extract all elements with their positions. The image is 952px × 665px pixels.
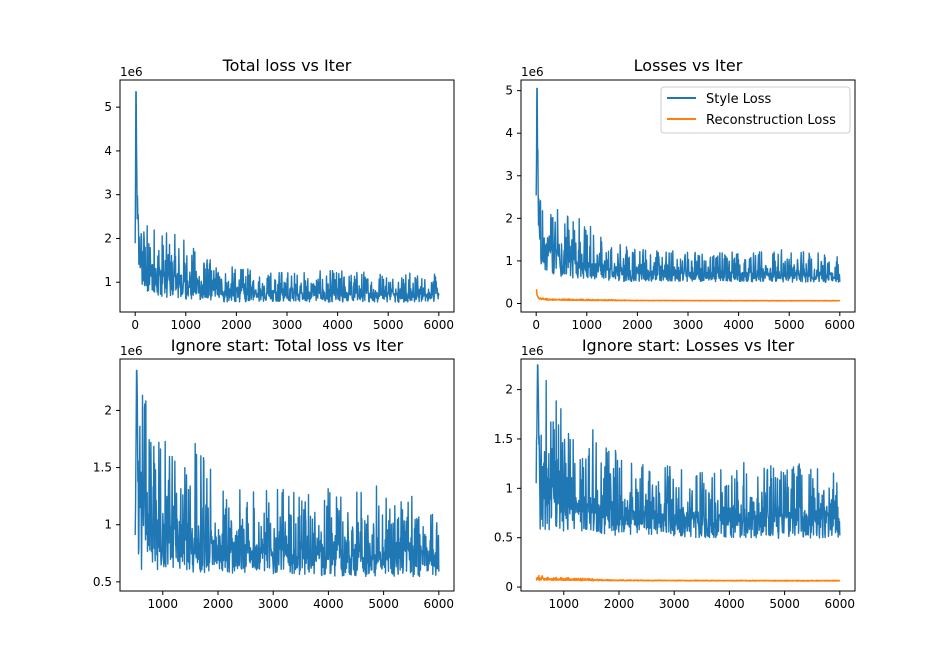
axes-frame	[119, 358, 455, 592]
series-group	[134, 369, 440, 578]
x-tick-label: 3000	[272, 318, 303, 332]
subplot-title: Losses vs Iter	[634, 56, 743, 75]
x-tick-label: 3000	[258, 597, 289, 611]
y-tick-label: 1	[104, 518, 112, 532]
legend-label-style-loss: Style Loss	[706, 92, 772, 107]
x-tick-label: 5000	[368, 597, 399, 611]
legend-label-reconstruction-loss: Reconstruction Loss	[706, 113, 836, 128]
y-tick-label: 4	[104, 144, 112, 158]
subplot-ignore-start-total-loss: Ignore start: Total loss vs Iter 1e6 100…	[93, 336, 455, 611]
y-tick-label: 5	[104, 100, 112, 114]
legend-box	[660, 86, 851, 134]
subplot-title: Ignore start: Total loss vs Iter	[171, 336, 404, 355]
x-tick-label: 0	[532, 318, 540, 332]
x-tick-label: 4000	[714, 597, 745, 611]
series-group	[134, 91, 440, 304]
series-line-total-loss	[134, 369, 440, 578]
series-group	[535, 87, 841, 302]
y-offset-label: 1e6	[521, 344, 544, 358]
y-tick-label: 1.5	[494, 432, 513, 446]
y-tick-label: 5	[505, 84, 513, 98]
subplot-total-loss: Total loss vs Iter 1e6 0 1000 2000 3000 4000…	[104, 56, 455, 332]
y-tick-label: 3	[104, 188, 112, 202]
plot-area: 0 1000 2000 3000 4000 5000 6000 1 2 3 4 5	[104, 91, 455, 332]
x-tick-label: 3000	[659, 597, 690, 611]
x-tick-label: 1000	[549, 597, 580, 611]
x-tick-label: 5000	[769, 597, 800, 611]
x-tick-label: 2000	[604, 597, 635, 611]
y-tick-label: 2	[104, 231, 112, 245]
plot-area: 0 1000 2000 3000 4000 5000 6000 0 1 2 3 4 5	[505, 84, 855, 332]
series-group	[535, 364, 841, 582]
x-tick-label: 4000	[723, 318, 754, 332]
x-tick-label: 3000	[673, 318, 704, 332]
y-tick-label: 1	[505, 481, 513, 495]
series-line-total-loss	[134, 91, 440, 304]
x-tick-label: 2000	[203, 597, 234, 611]
x-tick-label: 5000	[373, 318, 404, 332]
x-tick-label: 6000	[424, 318, 455, 332]
subplot-title: Ignore start: Losses vs Iter	[582, 336, 795, 355]
plot-area: 1000 2000 3000 4000 5000 6000 0.5 1 1.5 2	[93, 369, 455, 611]
series-line-style-loss	[535, 364, 841, 539]
series-line-reconstruction-loss	[535, 289, 841, 302]
series-line-style-loss	[535, 87, 841, 284]
x-tick-label: 4000	[313, 597, 344, 611]
y-tick-label: 0	[505, 580, 513, 594]
axes-frame	[520, 79, 856, 313]
y-offset-label: 1e6	[120, 65, 143, 79]
x-tick-label: 6000	[424, 597, 455, 611]
series-line-reconstruction-loss	[535, 574, 841, 582]
subplot-title: Total loss vs Iter	[222, 56, 352, 75]
x-tick-label: 1000	[148, 597, 179, 611]
y-tick-label: 1	[505, 254, 513, 268]
y-tick-label: 0.5	[494, 531, 513, 545]
x-tick-label: 2000	[622, 318, 653, 332]
x-tick-label: 0	[131, 318, 139, 332]
y-tick-label: 2	[104, 403, 112, 417]
y-tick-label: 0	[505, 296, 513, 310]
x-tick-label: 2000	[221, 318, 252, 332]
x-tick-label: 5000	[774, 318, 805, 332]
x-tick-label: 1000	[171, 318, 202, 332]
y-tick-label: 2	[505, 211, 513, 225]
y-tick-label: 0.5	[93, 575, 112, 589]
y-offset-label: 1e6	[120, 344, 143, 358]
axes-frame	[520, 358, 856, 592]
x-tick-label: 6000	[825, 597, 856, 611]
y-tick-label: 4	[505, 126, 513, 140]
y-tick-label: 2	[505, 383, 513, 397]
x-tick-label: 4000	[322, 318, 353, 332]
plot-area: 1000 2000 3000 4000 5000 6000 0 0.5 1 1.5 2	[494, 364, 856, 611]
y-tick-label: 1.5	[93, 461, 112, 475]
subplot-losses: Losses vs Iter 1e6 0 1000 2000 3000 4000 5000…	[505, 56, 856, 332]
subplot-ignore-start-losses: Ignore start: Losses vs Iter 1e6 1000 200…	[494, 336, 856, 611]
y-offset-label: 1e6	[521, 65, 544, 79]
y-tick-label: 1	[104, 275, 112, 289]
x-tick-label: 1000	[572, 318, 603, 332]
axes-frame	[119, 79, 455, 313]
y-tick-label: 3	[505, 169, 513, 183]
legend: Style Loss Reconstruction Loss	[660, 86, 851, 134]
x-tick-label: 6000	[825, 318, 856, 332]
